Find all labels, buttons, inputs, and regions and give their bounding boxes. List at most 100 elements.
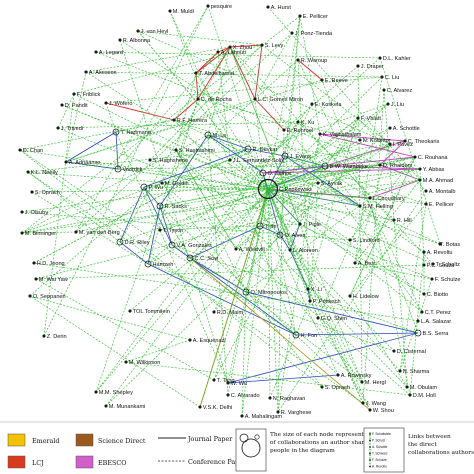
- author-node[interactable]: Z. Derin: [42, 334, 67, 340]
- author-node[interactable]: C. Biotto: [422, 292, 448, 298]
- author-node[interactable]: J. Evans: [281, 152, 311, 160]
- author-node[interactable]: B.S. Serra: [414, 329, 449, 337]
- author-node[interactable]: C.C. Sow: [186, 254, 219, 262]
- author-node[interactable]: J. von Heyl: [136, 29, 169, 35]
- author-node[interactable]: R.D. Malm: [212, 310, 244, 316]
- author-node[interactable]: A. Mahalingam: [240, 414, 283, 420]
- author-node[interactable]: D.M. Holl: [408, 393, 436, 399]
- author-node[interactable]: P.C. Souza: [422, 263, 455, 269]
- author-node[interactable]: R. Varghese: [276, 410, 312, 416]
- author-node[interactable]: G.Q. Shen: [316, 316, 347, 322]
- author-node[interactable]: K.L. Neelly: [26, 170, 58, 176]
- author-node[interactable]: D. Cisternal: [392, 349, 426, 355]
- author-node[interactable]: R. Sacks: [156, 202, 187, 210]
- author-node[interactable]: T. Abdelhamid: [194, 71, 234, 77]
- author-node[interactable]: C. Theokaris: [403, 139, 440, 145]
- author-node[interactable]: M.M. Shepley: [94, 390, 133, 396]
- author-node[interactable]: T. Botas: [438, 242, 461, 248]
- author-node[interactable]: A. Legard: [94, 50, 123, 56]
- author-node[interactable]: R. Hill: [392, 218, 412, 224]
- author-node[interactable]: E. Pellicer: [298, 14, 328, 20]
- author-node[interactable]: A. Schottle: [388, 126, 420, 132]
- author-node[interactable]: Voordijk: [114, 165, 143, 173]
- author-node[interactable]: O. Seppanen: [28, 294, 66, 300]
- author-node[interactable]: C. Alvarez: [382, 88, 413, 94]
- author-node[interactable]: M. Goldin: [160, 181, 189, 187]
- author-node[interactable]: A. Akesson: [84, 70, 117, 76]
- author-node[interactable]: R.F. Herrera: [172, 118, 208, 124]
- author-node[interactable]: M. Wilkinson: [124, 360, 161, 366]
- author-node[interactable]: T. Tang: [212, 378, 235, 384]
- author-node[interactable]: O. Mitropoulos: [242, 288, 287, 296]
- author-node[interactable]: S. Oprach: [30, 190, 60, 196]
- author-node[interactable]: J. Pigle: [298, 222, 321, 228]
- author-node[interactable]: D.R. Riley: [116, 238, 150, 246]
- author-node[interactable]: J. Olsuby: [20, 210, 48, 216]
- author-node[interactable]: T. de: [256, 222, 277, 230]
- author-node[interactable]: K. Xu: [296, 120, 315, 126]
- author-node[interactable]: R. Waroup: [296, 58, 327, 64]
- author-node[interactable]: P. Pottesch: [308, 299, 341, 305]
- author-node[interactable]: F. Schulze: [430, 277, 461, 283]
- author-node[interactable]: S. Haghsheno: [148, 158, 188, 164]
- author-node[interactable]: pesquire: [206, 4, 232, 10]
- author-node[interactable]: V.S.K. Delhi: [198, 405, 233, 411]
- author-node[interactable]: X. Li: [306, 287, 322, 293]
- author-node[interactable]: H.D. Jeong: [32, 261, 65, 267]
- author-node[interactable]: N. Sharma: [398, 369, 431, 375]
- author-node[interactable]: L. Aloreon: [288, 248, 318, 254]
- author-node[interactable]: S.M. Helling: [358, 204, 393, 210]
- author-node[interactable]: A. Best: [353, 261, 376, 267]
- author-node[interactable]: E. Reeve: [320, 78, 348, 84]
- author-node[interactable]: F. Vhiatt: [356, 116, 382, 122]
- author-node[interactable]: D. Chan: [18, 148, 43, 154]
- author-node[interactable]: L.C. Gomes Miron: [253, 97, 303, 103]
- author-node[interactable]: E. Ronroel: [282, 128, 313, 134]
- author-node[interactable]: L.A. Salazar: [416, 319, 452, 325]
- author-node[interactable]: J.L. Fernandez-Solis: [228, 158, 284, 164]
- author-node[interactable]: M. Binninger: [20, 231, 56, 237]
- author-node[interactable]: M. Munankami: [104, 404, 146, 410]
- author-node[interactable]: J. Wofero: [104, 101, 133, 107]
- author-node[interactable]: O. Salhor: [259, 169, 291, 177]
- author-node[interactable]: M. van den Berg: [74, 230, 120, 236]
- author-node[interactable]: B.W. Wambeke: [321, 162, 368, 170]
- author-node[interactable]: M. Le: [204, 131, 227, 139]
- author-node[interactable]: M. Wai Yaw: [34, 277, 69, 283]
- author-node[interactable]: S. Ayvak: [316, 181, 343, 187]
- author-node[interactable]: A. Rowinsky: [336, 373, 372, 379]
- author-node[interactable]: E. Koskela: [310, 102, 343, 108]
- author-node[interactable]: M. Obulam: [405, 385, 438, 391]
- author-node[interactable]: S. Lindford: [348, 238, 380, 244]
- author-node[interactable]: A. Montalb: [424, 189, 456, 195]
- author-node[interactable]: M.A. Ahmad: [418, 178, 453, 184]
- author-node[interactable]: F. Friblick: [72, 92, 101, 98]
- author-node[interactable]: H. Fon: [292, 331, 317, 339]
- author-node[interactable]: A. Wiedvill: [234, 247, 265, 253]
- author-node[interactable]: A. Lahouti: [216, 50, 246, 56]
- author-node[interactable]: T. Scholtz: [431, 262, 460, 268]
- author-node[interactable]: X. Zhou: [228, 45, 252, 51]
- author-node[interactable]: J. Draper: [356, 64, 384, 70]
- author-node[interactable]: T. Tyson: [158, 228, 184, 234]
- author-node[interactable]: K. Vajjhatbalam: [318, 132, 362, 138]
- author-node[interactable]: A. Esquenazi: [188, 338, 226, 344]
- author-node[interactable]: N. Kolantor: [358, 138, 391, 144]
- author-node[interactable]: I. Choudhary: [368, 196, 405, 202]
- author-node[interactable]: Y. Abbas: [418, 167, 445, 173]
- author-node[interactable]: C. Alvarado: [226, 393, 260, 399]
- author-node[interactable]: TOL Tommilein: [128, 309, 170, 315]
- author-node[interactable]: V.A. Gonzales: [168, 241, 212, 249]
- author-node[interactable]: C. de Rocha: [196, 97, 233, 103]
- author-node[interactable]: R. Devkar: [244, 145, 278, 153]
- author-node[interactable]: A. Adriaanse: [64, 160, 101, 166]
- author-node[interactable]: J. Liu: [386, 102, 404, 108]
- author-node[interactable]: I. Pavez: [388, 142, 413, 148]
- author-node[interactable]: E. Pellicer: [424, 202, 454, 208]
- author-node[interactable]: S. Levy: [260, 43, 284, 49]
- author-node[interactable]: C. Rouhana: [413, 155, 449, 161]
- author-node[interactable]: N. Raghavan: [268, 396, 306, 402]
- author-node[interactable]: C.T. Perez: [420, 310, 451, 316]
- author-node[interactable]: J. Ponz-Tienda: [290, 31, 333, 37]
- author-node[interactable]: D.L. Kahler: [378, 56, 411, 62]
